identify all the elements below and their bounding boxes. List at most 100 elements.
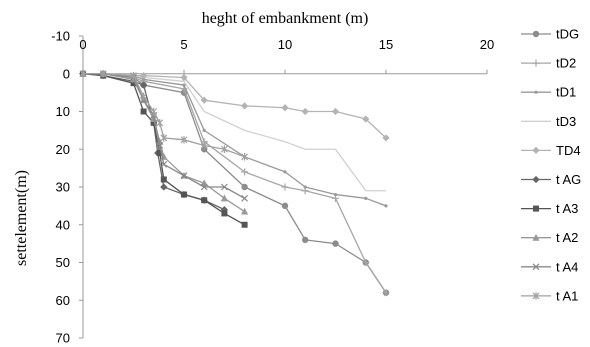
legend-label: tD3 [556,114,576,129]
x-tick-label: 0 [79,37,86,52]
data-point [200,96,208,104]
data-point [140,108,147,115]
data-point [241,153,249,161]
legend-marker [532,292,540,300]
data-point [241,194,249,202]
legend-item-t-a3: t A3 [521,201,578,216]
data-point [220,183,228,191]
legend-item-td4: TD4 [521,143,581,158]
series-line [83,73,245,158]
data-point [160,134,168,142]
data-point [150,119,157,126]
data-point [140,72,148,80]
legend-item-td2: tD2 [521,56,576,71]
data-point [332,240,339,247]
legend-label: tD2 [556,56,576,71]
x-tick-label: 20 [480,37,494,52]
series-t-a1 [79,69,249,161]
y-tick-label: 0 [63,66,70,81]
legend-marker [532,233,540,241]
legend-label: t AG [556,172,581,187]
data-point [241,207,249,215]
x-tick-label: 10 [278,37,292,52]
series-line [83,73,387,207]
data-point [160,183,168,191]
data-point [200,141,208,150]
data-point [150,107,158,116]
legend-marker [532,263,540,271]
legend-marker [533,205,539,212]
legend-item-td1: tD1 [521,85,576,100]
data-point [241,168,249,176]
data-point [382,289,390,297]
legend-marker [532,146,540,154]
series-line [83,73,387,294]
data-point [241,183,248,191]
series-line [82,73,245,226]
y-tick-label: 30 [56,180,70,195]
data-point [333,192,338,197]
chart-title: heght of embankment (m) [202,10,369,27]
y-axis-label: settelement(m) [13,170,30,266]
data-point [160,176,167,183]
legend-item-t-ag: t AG [521,172,581,187]
data-point [130,80,137,87]
data-point [302,236,309,244]
y-tick-label: 20 [56,142,70,157]
data-point [150,115,158,123]
data-point [281,183,289,191]
data-point [384,204,388,208]
legend-item-t-a4: t A4 [521,259,578,274]
series-td1 [81,72,388,208]
legend-marker [534,90,538,94]
data-point [140,81,148,89]
data-point [331,107,340,116]
x-tick-label: 5 [180,37,187,52]
series-line [83,73,245,213]
legend: tDG tD2 tD1 tD3 TD4 t AG t A3 t A2 t A4 t A1 [521,27,581,303]
data-point [180,172,188,180]
data-point [79,69,87,78]
legend-marker [532,175,540,184]
data-point [202,128,206,132]
series-td3 [83,73,386,192]
data-point [182,83,186,87]
legend-label: t A4 [556,259,578,274]
legend-item-td3: tD3 [521,114,576,129]
data-point [201,197,208,204]
legend-label: tD1 [556,85,576,100]
legend-label: tDG [556,27,579,42]
data-point [156,150,163,157]
data-point [181,191,187,198]
data-point [140,92,148,101]
y-tick-label: 70 [56,331,70,346]
axes: 0 5 10 15 20 -10 0 10 20 30 40 50 60 70 [51,29,494,346]
data-point [281,202,289,210]
y-tick-label: -10 [51,29,70,44]
data-point [130,71,137,80]
data-point [301,107,309,116]
data-point [180,73,188,82]
data-point [364,196,368,200]
legend-item-tdg: tDG [521,27,579,42]
y-tick-label: 10 [56,104,70,119]
data-point [156,119,164,127]
legend-label: t A2 [556,230,578,245]
legend-item-t-a2: t A2 [521,230,578,245]
data-point [241,221,248,228]
data-point [220,194,228,202]
legend-marker [532,30,540,38]
data-point [160,160,168,168]
series-line [83,73,386,192]
series-line [83,73,387,139]
data-point [281,104,289,112]
series-line [83,73,387,294]
series-layer [79,69,390,297]
data-point [220,145,228,154]
data-point [303,185,307,189]
legend-label: t A3 [556,201,578,216]
y-tick-label: 40 [56,217,70,232]
legend-marker [532,59,540,67]
data-point [180,136,188,144]
